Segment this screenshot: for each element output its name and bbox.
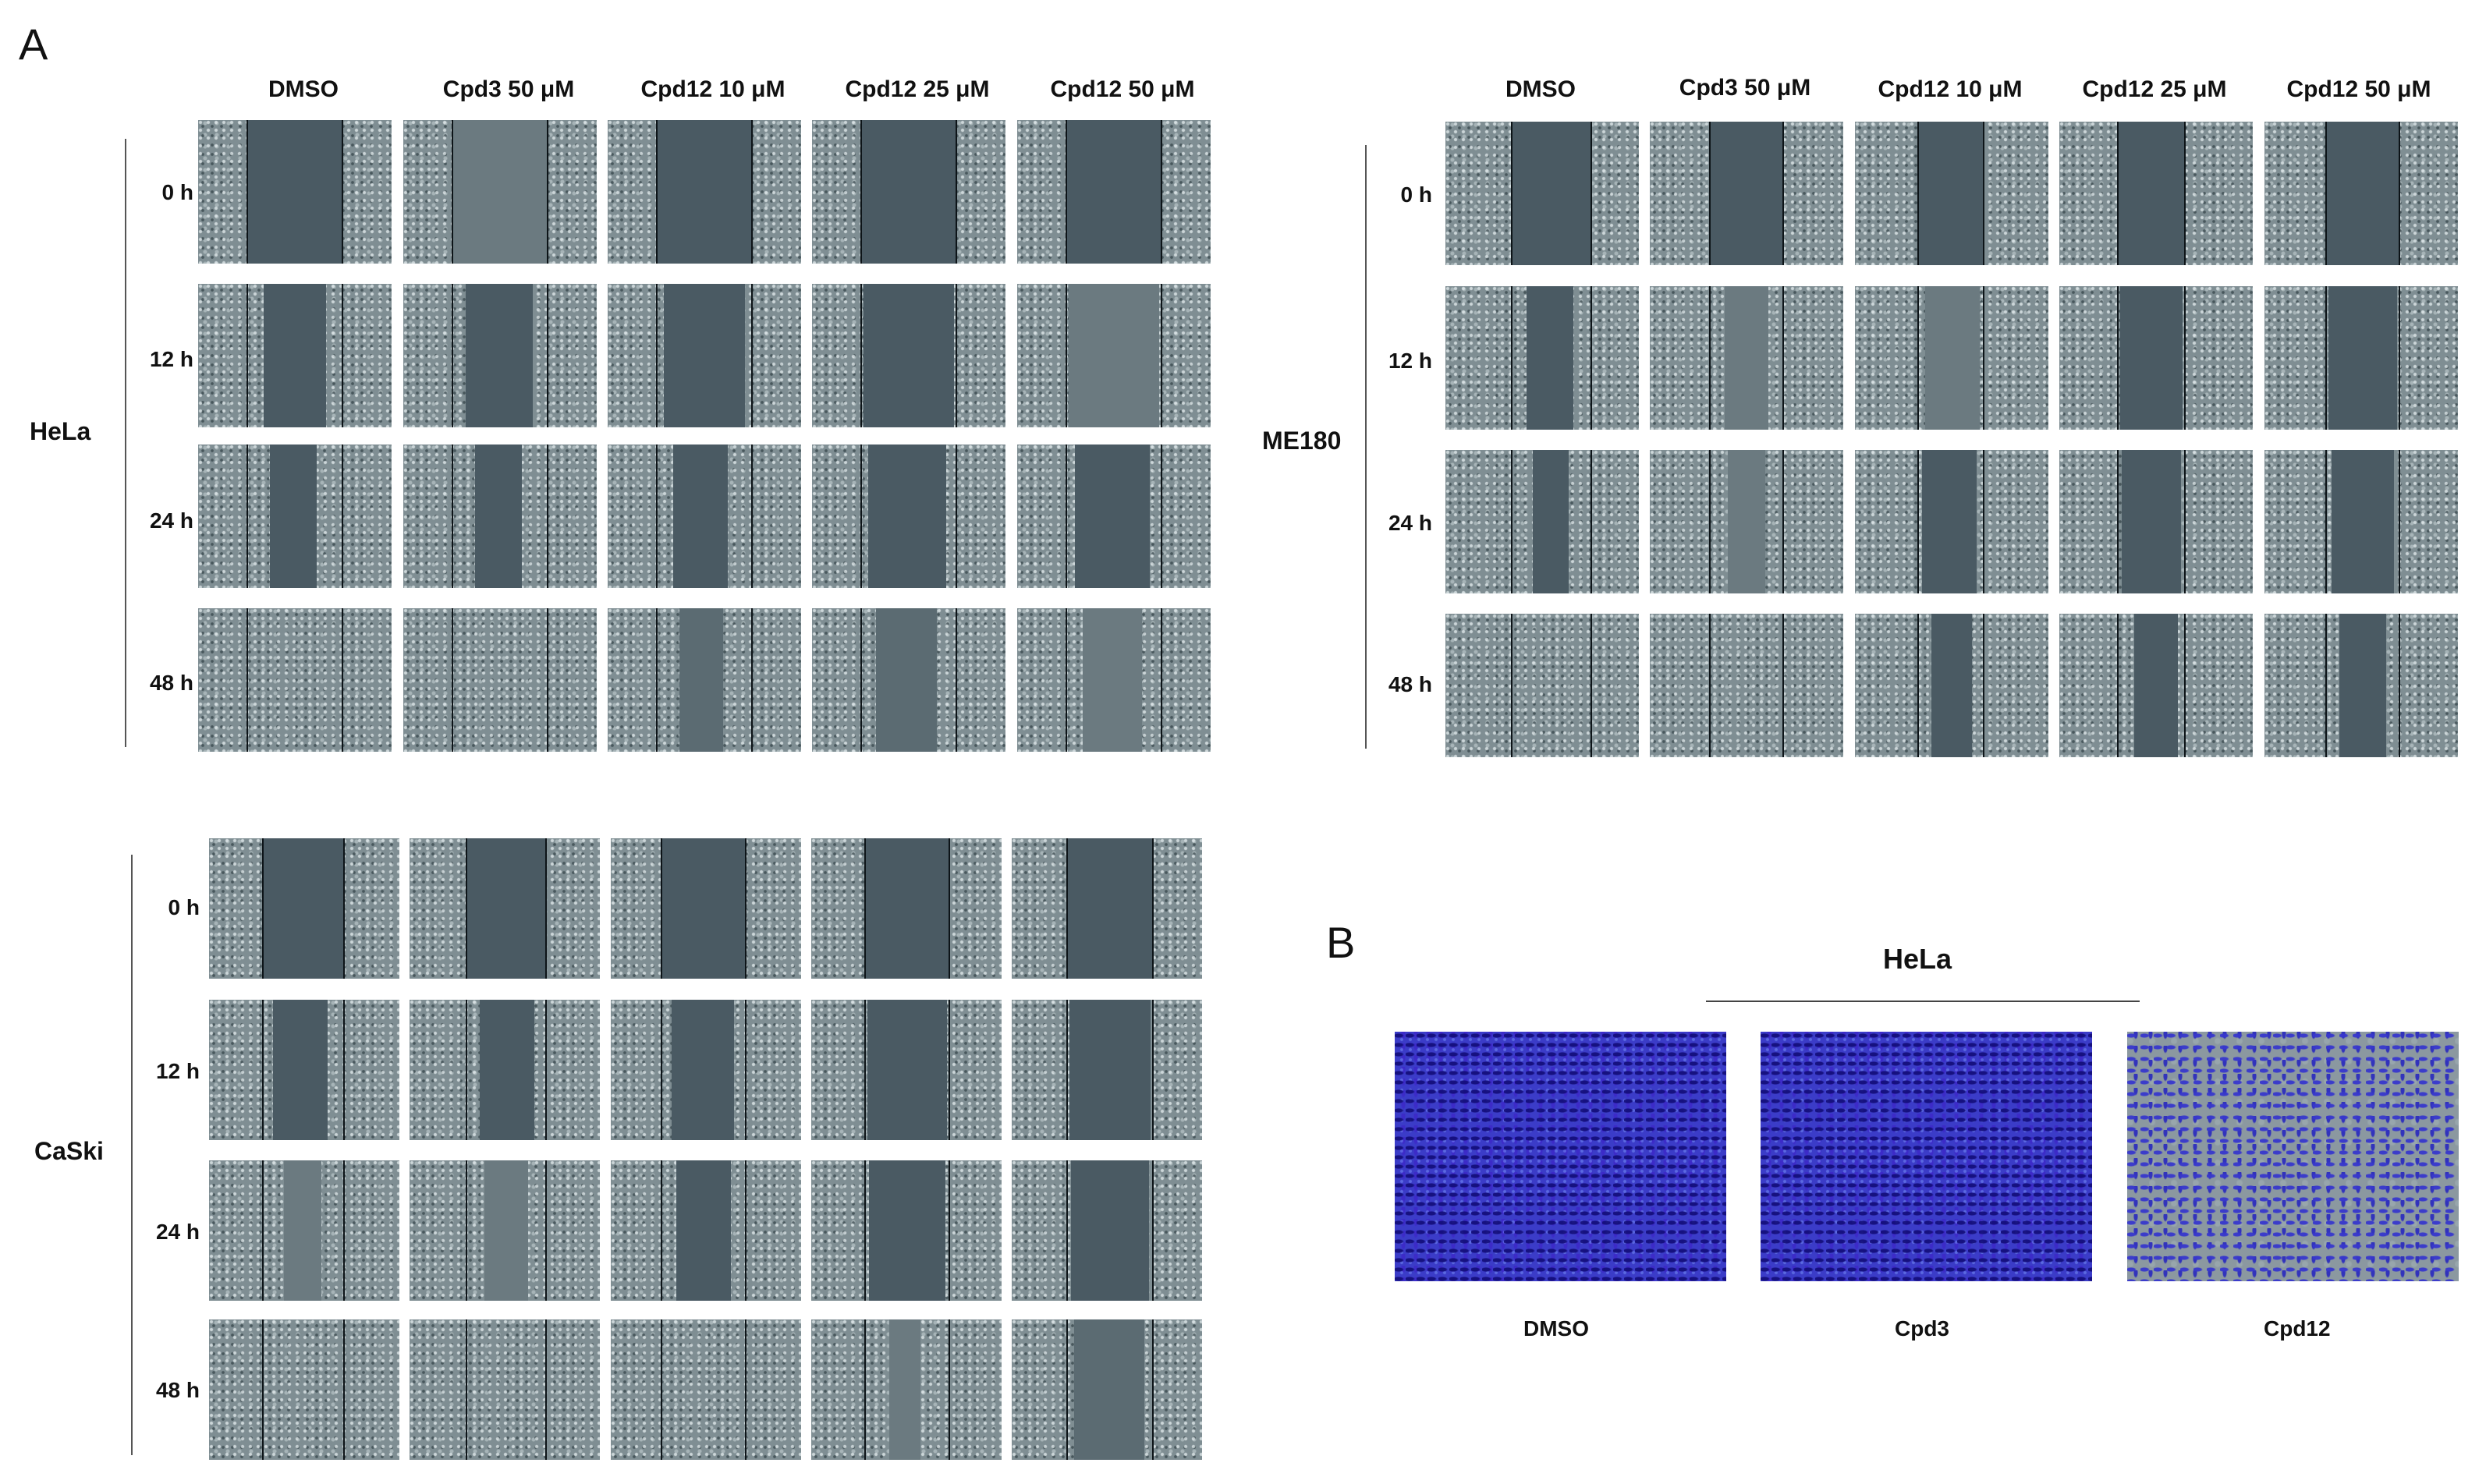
- caski-micrograph-4-12h: [811, 1000, 1002, 1140]
- me180-bracket: [1365, 145, 1367, 749]
- hela-micrograph-cpd12-50-0h: [1017, 120, 1211, 264]
- caski-time-0h: 0 h: [168, 895, 200, 919]
- panel-a-letter: A: [19, 19, 48, 69]
- hela-micrograph-dmso-24h: [198, 444, 392, 588]
- caski-micrograph-4-24h: [811, 1160, 1002, 1301]
- hela-micrograph-cpd12-25-24h: [812, 444, 1005, 588]
- hela-condition-dmso: DMSO: [268, 76, 339, 102]
- caski-micrograph-5-48h: [1012, 1319, 1202, 1460]
- caski-micrograph-5-24h: [1012, 1160, 1202, 1301]
- hela-time-48h: 48 h: [149, 671, 193, 695]
- hela-condition-cpd3-50: Cpd3 50 μM: [442, 76, 575, 102]
- me180-time-24h: 24 h: [1388, 511, 1432, 535]
- me180-micrograph-cpd12-10-12h: [1855, 286, 2048, 430]
- hela-micrograph-cpd3-48h: [403, 608, 597, 752]
- me180-micrograph-cpd12-10-0h: [1855, 122, 2048, 265]
- hela-condition-cpd12-25: Cpd12 25 μM: [845, 76, 990, 102]
- caski-micrograph-5-12h: [1012, 1000, 1202, 1140]
- hela-micrograph-dmso-12h: [198, 284, 392, 427]
- hela-micrograph-cpd12-10-12h: [608, 284, 801, 427]
- transwell-label-dmso: DMSO: [1523, 1316, 1589, 1341]
- me180-time-0h: 0 h: [1400, 182, 1432, 207]
- me180-micrograph-cpd12-25-24h: [2059, 450, 2253, 593]
- caski-micrograph-1-0h: [209, 838, 399, 979]
- hela-micrograph-cpd12-25-12h: [812, 284, 1005, 427]
- caski-micrograph-5-0h: [1012, 838, 1202, 979]
- transwell-image-cpd3: [1761, 1032, 2092, 1281]
- caski-micrograph-4-48h: [811, 1319, 1002, 1460]
- me180-micrograph-cpd3-24h: [1650, 450, 1843, 593]
- hela-bracket: [125, 139, 126, 747]
- panel-b-header-line: [1706, 1001, 2140, 1002]
- me180-micrograph-dmso-0h: [1445, 122, 1639, 265]
- caski-bracket: [131, 855, 133, 1455]
- me180-condition-cpd12-10: Cpd12 10 μM: [1878, 76, 2023, 102]
- me180-micrograph-cpd3-0h: [1650, 122, 1843, 265]
- hela-condition-cpd12-10: Cpd12 10 μM: [640, 76, 786, 102]
- hela-micrograph-dmso-0h: [198, 120, 392, 264]
- me180-micrograph-cpd12-25-0h: [2059, 122, 2253, 265]
- caski-micrograph-3-48h: [611, 1319, 801, 1460]
- caski-micrograph-2-12h: [410, 1000, 600, 1140]
- me180-micrograph-dmso-12h: [1445, 286, 1639, 430]
- me180-micrograph-cpd3-12h: [1650, 286, 1843, 430]
- hela-time-24h: 24 h: [149, 508, 193, 533]
- me180-micrograph-cpd12-50-0h: [2264, 122, 2458, 265]
- me180-time-12h: 12 h: [1388, 349, 1432, 373]
- transwell-label-cpd12: Cpd12: [2264, 1316, 2331, 1341]
- caski-time-48h: 48 h: [155, 1378, 200, 1402]
- hela-condition-cpd12-50: Cpd12 50 μM: [1050, 76, 1195, 102]
- hela-micrograph-cpd12-50-12h: [1017, 284, 1211, 427]
- me180-micrograph-cpd12-10-24h: [1855, 450, 2048, 593]
- me180-micrograph-cpd12-25-48h: [2059, 614, 2253, 757]
- caski-micrograph-1-12h: [209, 1000, 399, 1140]
- hela-micrograph-cpd12-50-24h: [1017, 444, 1211, 588]
- caski-micrograph-2-0h: [410, 838, 600, 979]
- caski-micrograph-3-24h: [611, 1160, 801, 1301]
- panel-b-letter: B: [1326, 918, 1356, 967]
- hela-micrograph-cpd12-10-0h: [608, 120, 801, 264]
- hela-micrograph-cpd12-25-48h: [812, 608, 1005, 752]
- me180-condition-cpd3-50: Cpd3 50 μM: [1679, 75, 1811, 101]
- caski-micrograph-4-0h: [811, 838, 1002, 979]
- caski-micrograph-2-48h: [410, 1319, 600, 1460]
- hela-micrograph-cpd3-12h: [403, 284, 597, 427]
- caski-time-12h: 12 h: [155, 1059, 200, 1083]
- caski-micrograph-1-48h: [209, 1319, 399, 1460]
- hela-micrograph-cpd12-10-24h: [608, 444, 801, 588]
- caski-micrograph-1-24h: [209, 1160, 399, 1301]
- me180-micrograph-cpd3-48h: [1650, 614, 1843, 757]
- me180-condition-dmso: DMSO: [1505, 76, 1576, 102]
- hela-time-0h: 0 h: [161, 180, 193, 204]
- me180-micrograph-cpd12-50-24h: [2264, 450, 2458, 593]
- hela-micrograph-cpd12-50-48h: [1017, 608, 1211, 752]
- panel-b-cell-line-label: HeLa: [1883, 943, 1952, 975]
- me180-micrograph-dmso-48h: [1445, 614, 1639, 757]
- me180-condition-cpd12-50: Cpd12 50 μM: [2286, 76, 2431, 102]
- me180-micrograph-cpd12-50-12h: [2264, 286, 2458, 430]
- me180-condition-cpd12-25: Cpd12 25 μM: [2082, 76, 2227, 102]
- transwell-image-cpd12: [2127, 1032, 2459, 1281]
- hela-micrograph-cpd12-10-48h: [608, 608, 801, 752]
- hela-micrograph-cpd3-0h: [403, 120, 597, 264]
- caski-micrograph-3-12h: [611, 1000, 801, 1140]
- hela-micrograph-dmso-48h: [198, 608, 392, 752]
- transwell-image-dmso: [1395, 1032, 1726, 1281]
- me180-time-48h: 48 h: [1388, 672, 1432, 696]
- me180-micrograph-cpd12-50-48h: [2264, 614, 2458, 757]
- caski-cell-line-label: CaSki: [34, 1137, 104, 1165]
- hela-cell-line-label: HeLa: [30, 417, 91, 445]
- hela-micrograph-cpd12-25-0h: [812, 120, 1005, 264]
- me180-cell-line-label: ME180: [1262, 427, 1342, 455]
- me180-micrograph-cpd12-10-48h: [1855, 614, 2048, 757]
- hela-micrograph-cpd3-24h: [403, 444, 597, 588]
- me180-micrograph-dmso-24h: [1445, 450, 1639, 593]
- hela-time-12h: 12 h: [149, 347, 193, 371]
- caski-time-24h: 24 h: [155, 1220, 200, 1244]
- transwell-label-cpd3: Cpd3: [1895, 1316, 1949, 1341]
- me180-micrograph-cpd12-25-12h: [2059, 286, 2253, 430]
- caski-micrograph-3-0h: [611, 838, 801, 979]
- caski-micrograph-2-24h: [410, 1160, 600, 1301]
